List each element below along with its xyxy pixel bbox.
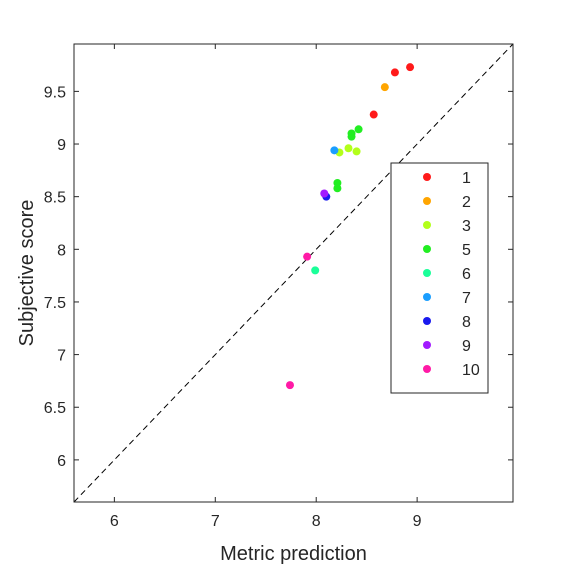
legend-label-5: 5 bbox=[462, 242, 471, 259]
legend-marker-8 bbox=[423, 317, 431, 325]
legend-label-10: 10 bbox=[462, 362, 480, 379]
x-tick-label: 7 bbox=[211, 513, 220, 530]
y-tick-label: 8.5 bbox=[44, 190, 66, 207]
legend-marker-2 bbox=[423, 197, 431, 205]
legend: 1 2 3 5 6 7 8 9 10 bbox=[390, 162, 489, 394]
data-point-series-5-2 bbox=[354, 125, 363, 134]
data-point-series-1-0 bbox=[406, 63, 415, 72]
y-tick-label: 9.5 bbox=[44, 84, 66, 101]
legend-marker-9 bbox=[423, 341, 431, 349]
y-axis-label: Subjective score bbox=[16, 200, 38, 347]
legend-label-3: 3 bbox=[462, 218, 471, 235]
legend-label-2: 2 bbox=[462, 194, 471, 211]
x-tick-label: 9 bbox=[413, 513, 422, 530]
x-tick-label: 6 bbox=[110, 513, 119, 530]
legend-marker-1 bbox=[423, 173, 431, 181]
legend-marker-3 bbox=[423, 221, 431, 229]
data-point-series-3-2 bbox=[352, 147, 361, 156]
data-point-series-2-0 bbox=[380, 83, 389, 92]
data-point-series-10-1 bbox=[285, 381, 294, 390]
legend-marker-10 bbox=[423, 365, 431, 373]
y-tick-label: 6 bbox=[57, 453, 66, 470]
axes: 6 7 8 9 6 6.5 7 7.5 8 8.5 9 9.5 bbox=[44, 43, 514, 530]
data-point-series-5-1 bbox=[347, 132, 356, 141]
y-tick-label: 6.5 bbox=[44, 400, 66, 417]
x-axis-label: Metric prediction bbox=[220, 543, 367, 565]
x-tick-label: 8 bbox=[312, 513, 321, 530]
data-point-series-9-0 bbox=[320, 189, 329, 198]
y-tick-label: 8 bbox=[57, 242, 66, 259]
data-point-series-7-0 bbox=[330, 146, 339, 155]
reference-line bbox=[73, 43, 514, 503]
legend-box bbox=[390, 162, 489, 394]
data-point-series-1-1 bbox=[390, 68, 399, 77]
legend-marker-6 bbox=[423, 269, 431, 277]
legend-label-8: 8 bbox=[462, 314, 471, 331]
legend-label-1: 1 bbox=[462, 170, 471, 187]
axes-box bbox=[73, 43, 514, 503]
y-tick-label: 7 bbox=[57, 348, 66, 365]
data-point-series-10-0 bbox=[303, 252, 312, 261]
plot-area bbox=[73, 43, 514, 503]
legend-label-6: 6 bbox=[462, 266, 471, 283]
data-point-series-3-1 bbox=[344, 144, 353, 153]
data-point-series-5-4 bbox=[333, 184, 342, 193]
legend-marker-7 bbox=[423, 293, 431, 301]
legend-label-9: 9 bbox=[462, 338, 471, 355]
y-tick-label: 9 bbox=[57, 137, 66, 154]
data-point-series-6-0 bbox=[311, 266, 320, 275]
y-tick-label: 7.5 bbox=[44, 295, 66, 312]
legend-label-7: 7 bbox=[462, 290, 471, 307]
legend-marker-5 bbox=[423, 245, 431, 253]
data-point-series-1-2 bbox=[369, 110, 378, 119]
